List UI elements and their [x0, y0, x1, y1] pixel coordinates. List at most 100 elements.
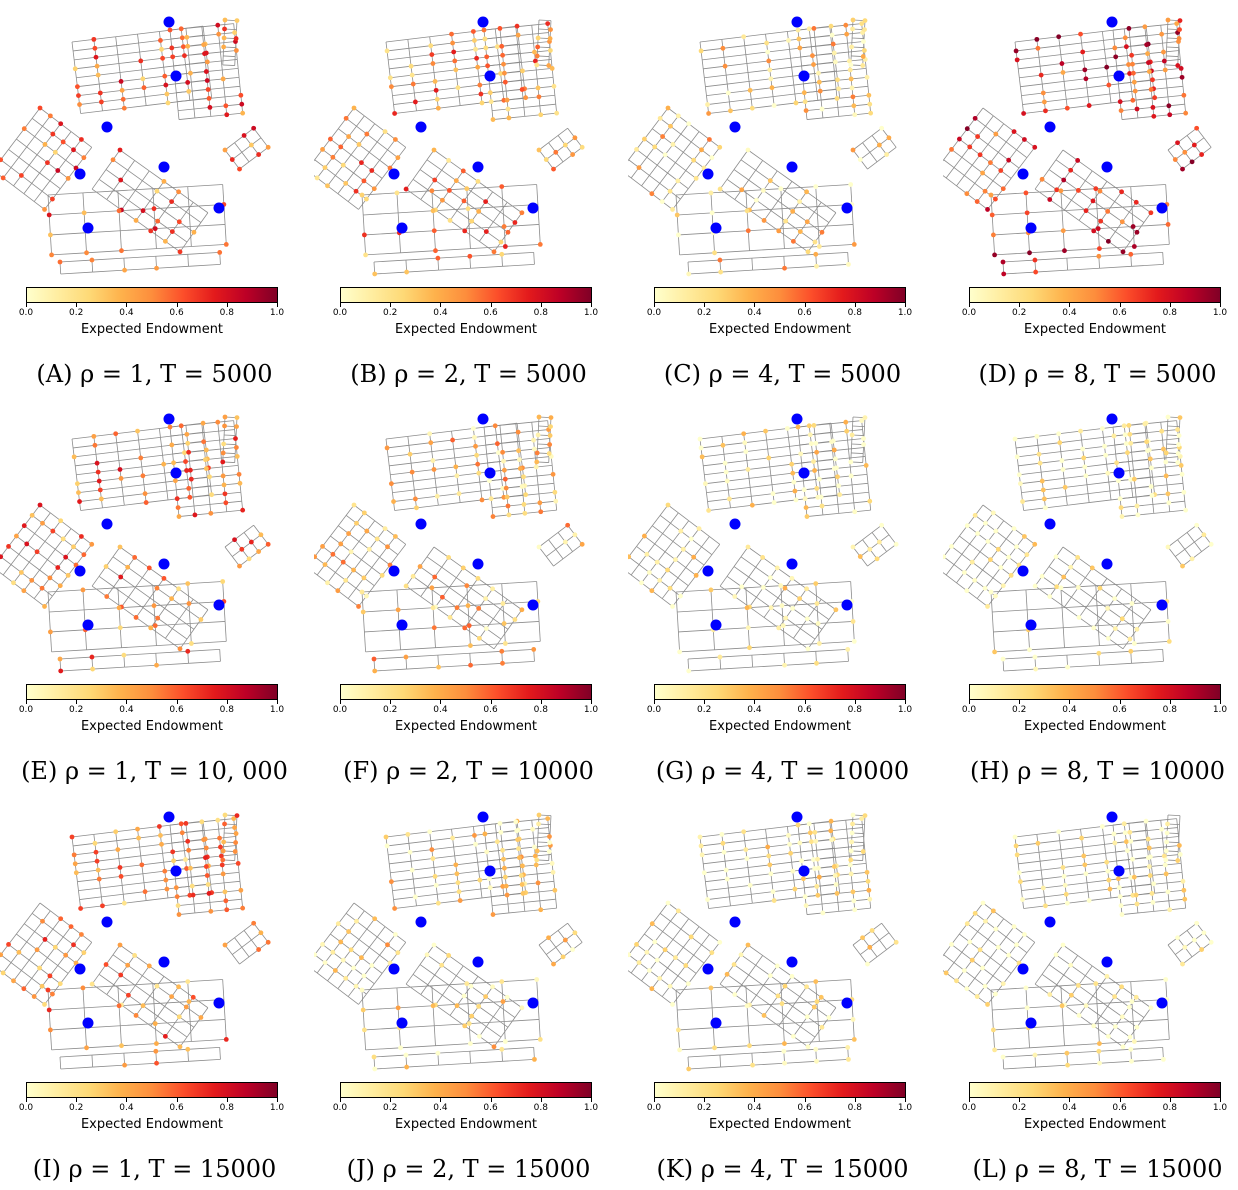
colorbar-label: Expected Endowment — [26, 322, 278, 337]
node-marker — [451, 50, 456, 55]
street-edge — [142, 67, 164, 70]
node-marker — [162, 74, 167, 79]
node-marker — [998, 565, 1003, 570]
node-marker — [249, 143, 254, 148]
node-marker — [315, 176, 320, 181]
station-marker — [171, 71, 182, 82]
node-marker — [58, 657, 63, 662]
street-edge — [1067, 653, 1099, 655]
node-marker — [811, 62, 816, 67]
node-marker — [118, 625, 123, 630]
street-edge — [537, 77, 553, 79]
street-edge — [665, 541, 673, 551]
street-edge — [1153, 503, 1169, 505]
node-marker — [548, 36, 553, 41]
node-marker — [522, 502, 527, 507]
node-marker — [499, 649, 504, 654]
street-edge — [173, 850, 189, 852]
street-edge — [1039, 452, 1061, 455]
street-edge — [194, 504, 210, 506]
street-edge — [121, 975, 136, 985]
street-edge — [500, 212, 515, 222]
street-edge — [149, 171, 164, 181]
colorbar-tick — [1120, 303, 1121, 307]
node-marker — [501, 62, 506, 67]
street-edge — [822, 107, 838, 109]
street-edge — [407, 270, 439, 272]
street-edge — [767, 437, 789, 440]
node-marker — [389, 481, 394, 486]
node-marker — [1098, 219, 1103, 224]
street-edge — [702, 60, 703, 69]
street-edge — [49, 610, 84, 612]
street-edge — [431, 440, 453, 443]
node-marker — [189, 641, 194, 646]
node-marker — [230, 157, 235, 162]
street-edge — [1004, 669, 1036, 671]
street-edge — [1045, 108, 1067, 111]
street-edge — [1042, 81, 1064, 84]
node-marker — [728, 108, 733, 113]
street-edge — [171, 434, 187, 436]
node-marker — [790, 471, 795, 476]
node-marker — [249, 540, 254, 545]
street-edge — [195, 513, 211, 515]
station-marker — [83, 223, 94, 234]
street-edge — [406, 258, 438, 260]
node-marker — [433, 248, 438, 253]
street-edge — [1040, 64, 1062, 67]
street-edge — [364, 235, 365, 255]
colorbar-tick-label: 0.2 — [383, 308, 397, 318]
street-edge — [750, 88, 772, 91]
node-marker — [81, 588, 86, 593]
node-marker — [655, 560, 660, 565]
street-edge — [781, 189, 782, 209]
node-marker — [965, 523, 970, 528]
street-edge — [1024, 508, 1046, 511]
node-marker — [449, 32, 454, 37]
street-edge — [946, 178, 956, 186]
street-edge — [1028, 233, 1029, 253]
street-edge — [1041, 72, 1063, 75]
street-edge — [389, 466, 390, 475]
node-marker — [1128, 441, 1133, 446]
street-edge — [680, 650, 715, 652]
node-marker — [1161, 50, 1166, 55]
street-edge — [374, 657, 406, 659]
node-marker — [829, 24, 834, 29]
street-edge — [1086, 76, 1108, 79]
street-edge — [225, 621, 226, 641]
node-marker — [746, 228, 751, 233]
node-marker — [1043, 505, 1048, 510]
street-edge — [467, 584, 502, 586]
street-edge — [135, 578, 142, 588]
street-edge — [752, 106, 774, 109]
street-edge — [769, 58, 791, 61]
street-edge — [222, 68, 238, 70]
street-edge — [819, 641, 854, 643]
node-marker — [850, 433, 855, 438]
street-edge — [724, 452, 746, 455]
street-edge — [1020, 87, 1021, 96]
street-edge — [749, 79, 771, 82]
node-marker — [1151, 105, 1156, 110]
node-marker — [1105, 209, 1110, 214]
street-edge — [746, 52, 768, 55]
street-edge — [783, 626, 784, 646]
street-edge — [727, 179, 742, 189]
node-marker — [432, 575, 437, 580]
street-edge — [392, 490, 414, 493]
street-edge — [766, 428, 788, 431]
node-marker — [40, 521, 45, 526]
node-marker — [1135, 107, 1140, 112]
street-edge — [1110, 94, 1111, 103]
street-edge — [1093, 598, 1108, 608]
node-marker — [153, 226, 158, 231]
node-marker — [726, 91, 731, 96]
node-marker — [222, 424, 227, 429]
street-edge — [1049, 567, 1064, 577]
street-edge — [1018, 69, 1019, 78]
street-edge — [720, 586, 735, 596]
street-edge — [19, 147, 27, 157]
